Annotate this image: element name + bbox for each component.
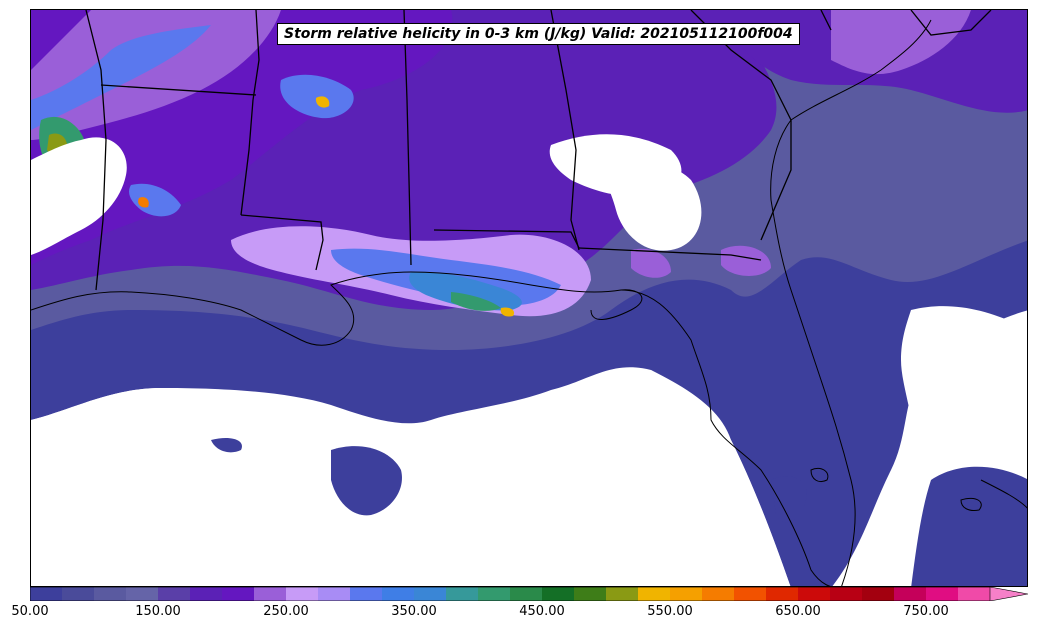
colorbar-segment: [766, 587, 799, 601]
colorbar-tick-label: 150.00: [135, 604, 181, 619]
colorbar-tick-label: 50.00: [11, 604, 49, 619]
colorbar-segment: [414, 587, 447, 601]
colorbar-extension: [989, 587, 1028, 601]
colorbar-segment: [606, 587, 639, 601]
colorbar-segment: [30, 587, 63, 601]
colorbar-segment: [670, 587, 703, 601]
colorbar-segment: [446, 587, 479, 601]
colorbar-segment: [926, 587, 959, 601]
colorbar-tick-labels: 50.00 150.00 250.00 350.00 450.00 550.00 650.0…: [0, 604, 1037, 624]
colorbar-segment: [542, 587, 575, 601]
colorbar-segment: [254, 587, 287, 601]
helicity-map: [31, 10, 1027, 586]
colorbar-tick-label: 650.00: [775, 604, 821, 619]
colorbar-segment: [510, 587, 543, 601]
colorbar-segment: [190, 587, 223, 601]
colorbar-segment: [318, 587, 351, 601]
map-panel: Storm relative helicity in 0-3 km (J/kg)…: [30, 9, 1028, 587]
colorbar-tick-label: 250.00: [263, 604, 309, 619]
colorbar-segment: [158, 587, 191, 601]
colorbar-segment: [894, 587, 927, 601]
colorbar-tick-label: 450.00: [519, 604, 565, 619]
colorbar-segment: [222, 587, 255, 601]
colorbar-segment: [638, 587, 671, 601]
colorbar: [30, 587, 1028, 601]
colorbar-segment: [574, 587, 607, 601]
colorbar-segment: [862, 587, 895, 601]
colorbar-segment: [798, 587, 831, 601]
colorbar-segment: [702, 587, 735, 601]
colorbar-segment: [478, 587, 511, 601]
colorbar-segment: [62, 587, 95, 601]
colorbar-segment: [734, 587, 767, 601]
colorbar-tick-label: 550.00: [647, 604, 693, 619]
map-title: Storm relative helicity in 0-3 km (J/kg)…: [277, 23, 800, 45]
coastlines: [31, 19, 1027, 586]
below-threshold-areas: [31, 134, 1027, 586]
colorbar-segment: [126, 587, 159, 601]
colorbar-tick-label: 750.00: [903, 604, 949, 619]
colorbar-segment: [382, 587, 415, 601]
colorbar-segment: [830, 587, 863, 601]
colorbar-tick-label: 350.00: [391, 604, 437, 619]
colorbar-segment: [94, 587, 127, 601]
colorbar-segment: [350, 587, 383, 601]
colorbar-segment: [958, 587, 991, 601]
colorbar-segment: [286, 587, 319, 601]
